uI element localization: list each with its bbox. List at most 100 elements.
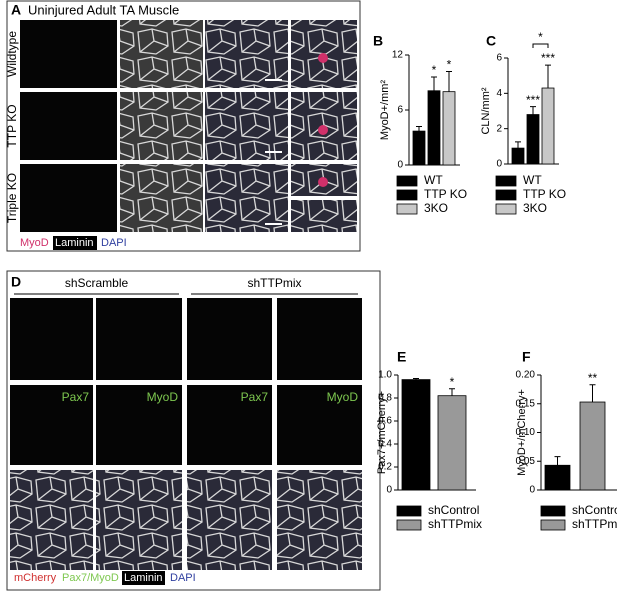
significance: * xyxy=(432,63,437,77)
y-axis-label: Pax7+/mCherry+ xyxy=(376,391,388,474)
legend-label: shTTPmix xyxy=(428,517,482,531)
legend-box xyxy=(122,571,165,585)
significance: * xyxy=(450,375,455,389)
significance: * xyxy=(447,58,452,72)
panel-frame xyxy=(6,0,361,252)
legend-swatch xyxy=(396,203,418,215)
micrograph xyxy=(20,164,117,232)
legend-label: DAPI xyxy=(101,237,127,249)
legend-swatch xyxy=(396,519,422,531)
legend-label: WT xyxy=(523,173,542,187)
micrograph-texture xyxy=(205,164,288,232)
row-label: TTP KO xyxy=(5,104,19,147)
y-tick-label: 0 xyxy=(496,159,502,170)
panel-label: B xyxy=(373,33,383,49)
legend-swatch xyxy=(396,505,422,517)
legend-swatch xyxy=(495,189,517,201)
legend-label: Pax7/MyoD xyxy=(62,572,119,584)
bar xyxy=(401,379,431,491)
micrograph xyxy=(10,385,93,465)
significance: ** xyxy=(588,371,598,385)
micrograph xyxy=(187,385,272,465)
error-bar xyxy=(446,71,452,92)
y-tick-label: 12 xyxy=(392,50,404,61)
channel-label: MyoD xyxy=(327,390,359,404)
bar xyxy=(579,401,606,491)
micrograph-texture xyxy=(120,20,203,88)
y-tick-label: 0.4 xyxy=(378,439,392,450)
bar xyxy=(544,464,571,491)
y-axis-label: MyoD+/mCherry+ xyxy=(516,389,528,476)
panel-label: F xyxy=(522,349,531,365)
y-axis-label: MyoD+/mm² xyxy=(379,80,391,141)
row-label: Triple KO xyxy=(5,173,19,223)
panel-label: A xyxy=(11,2,21,18)
micrograph xyxy=(96,385,182,465)
y-tick-label: 0 xyxy=(397,160,403,171)
micrograph-texture xyxy=(205,20,288,88)
legend-swatch xyxy=(540,505,566,517)
legend-swatch xyxy=(495,175,517,187)
bar xyxy=(526,114,540,165)
bar xyxy=(427,90,441,166)
legend-label: 3KO xyxy=(424,201,448,215)
legend-label: shControl xyxy=(428,503,479,517)
micrograph-texture xyxy=(187,470,272,570)
legend-label: Laminin xyxy=(124,572,163,584)
y-tick-label: 0.6 xyxy=(378,416,392,427)
y-tick-label: 0.2 xyxy=(378,462,392,473)
y-tick-label: 0 xyxy=(386,485,392,496)
legend-label: mCherry xyxy=(14,572,57,584)
bar xyxy=(437,395,467,491)
legend-label: shTTPmix xyxy=(572,517,617,531)
legend-label: shControl xyxy=(572,503,617,517)
legend-swatch xyxy=(495,203,517,215)
y-tick-label: 0.20 xyxy=(516,370,536,381)
channel-label: MyoD xyxy=(147,390,179,404)
legend-label: MyoD xyxy=(20,237,49,249)
legend-swatch xyxy=(396,189,418,201)
legend-label: TTP KO xyxy=(523,187,566,201)
micrograph-texture xyxy=(96,470,182,570)
legend-swatch xyxy=(396,175,418,187)
error-bar xyxy=(545,64,551,89)
error-bar xyxy=(530,106,536,115)
y-tick-label: 2 xyxy=(496,123,502,134)
bracket-label: * xyxy=(538,30,543,44)
significance: *** xyxy=(541,51,555,65)
legend-label: Laminin xyxy=(55,237,94,249)
error-bar xyxy=(554,456,561,466)
y-tick-label: 0.10 xyxy=(516,427,536,438)
legend-box xyxy=(53,236,97,250)
y-tick-label: 6 xyxy=(397,105,403,116)
nucleus xyxy=(318,177,328,187)
micrograph xyxy=(10,298,93,380)
error-bar xyxy=(431,76,437,91)
group-label: shTTPmix xyxy=(248,276,302,290)
y-tick-label: 0.05 xyxy=(516,456,536,467)
legend-label: 3KO xyxy=(523,201,547,215)
micrograph-texture xyxy=(277,470,362,570)
significance: *** xyxy=(526,93,540,107)
error-bar xyxy=(589,384,596,403)
bracket xyxy=(532,43,549,48)
error-bar xyxy=(413,377,419,380)
y-tick-label: 6 xyxy=(496,53,502,64)
panel-label: D xyxy=(11,274,21,290)
legend-label: WT xyxy=(424,173,443,187)
micrograph xyxy=(277,385,362,465)
bar xyxy=(442,91,456,166)
micrograph xyxy=(20,20,117,88)
error-bar xyxy=(515,141,521,149)
bar xyxy=(412,130,426,166)
bar xyxy=(541,87,555,165)
micrograph xyxy=(96,298,182,380)
legend-swatch xyxy=(540,519,566,531)
panel-label: E xyxy=(397,349,406,365)
panel-label: C xyxy=(486,33,496,49)
micrograph xyxy=(277,298,362,380)
y-tick-label: 0.15 xyxy=(516,398,536,409)
micrograph-texture xyxy=(205,92,288,160)
row-label: Wildtype xyxy=(5,31,19,77)
